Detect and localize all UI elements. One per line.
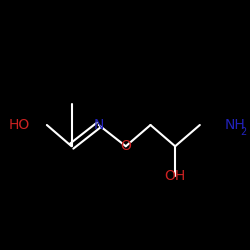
Text: 2: 2 [240, 127, 246, 137]
Text: O: O [120, 139, 131, 153]
Text: N: N [94, 118, 104, 132]
Text: NH: NH [224, 118, 245, 132]
Text: OH: OH [164, 169, 186, 183]
Text: HO: HO [9, 118, 30, 132]
